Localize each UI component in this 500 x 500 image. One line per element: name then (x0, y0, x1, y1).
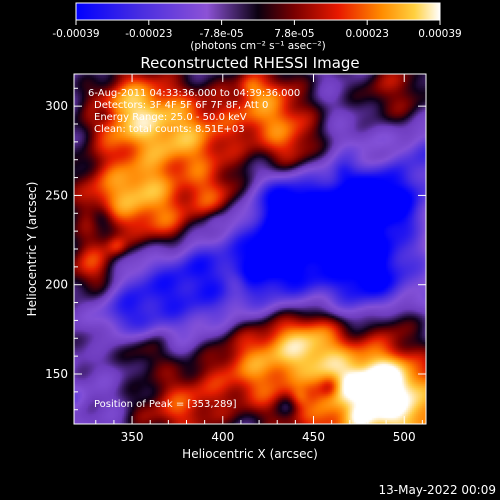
x-tick-label: 500 (393, 430, 416, 444)
x-tick-label: 350 (121, 430, 144, 444)
colorbar-tick-label: -0.00039 (52, 28, 99, 40)
y-tick-label: 250 (45, 188, 68, 202)
annotation-energy: Energy Range: 25.0 - 50.0 keV (94, 112, 247, 123)
peak-position-label: Position of Peak = [353,289] (94, 399, 237, 410)
colorbar-tick-label: 0.00023 (345, 28, 388, 40)
annotation-block: 6-Aug-2011 04:33:36.000 to 04:39:36.000 … (88, 88, 300, 410)
colorbar-tick-label: -7.8e-05 (200, 28, 244, 40)
colorbar-tick-label: 7.8e-05 (274, 28, 314, 40)
y-axis-label: Heliocentric Y (arcsec) (25, 182, 39, 317)
colorbar: -0.00039 -0.00023 -7.8e-05 7.8e-05 0.00023 0.… (52, 2, 462, 52)
x-tick-label: 400 (211, 430, 234, 444)
y-tick-label: 200 (45, 278, 68, 292)
annotation-counts: Clean: total counts: 8.51E+03 (94, 124, 245, 135)
colorbar-unit-label: (photons cm⁻² s⁻¹ asec⁻²) (190, 40, 325, 52)
y-tick-label: 150 (45, 367, 68, 381)
axis-ticks: 350 400 450 500 150 200 250 300 (45, 74, 426, 444)
annotation-detectors: Detectors: 3F 4F 5F 6F 7F 8F, Att 0 (94, 100, 268, 111)
plot-area: 350 400 450 500 150 200 250 300 (45, 73, 427, 444)
colorbar-tick-label: 0.00039 (418, 28, 461, 40)
annotation-time-range: 6-Aug-2011 04:33:36.000 to 04:39:36.000 (88, 88, 300, 99)
footer-date: 13-May-2022 00:09 (379, 483, 496, 497)
colorbar-gradient (75, 2, 441, 21)
x-tick-label: 450 (302, 430, 325, 444)
heatmap-image (74, 74, 426, 424)
colorbar-ticks: -0.00039 -0.00023 -7.8e-05 7.8e-05 0.00023 0.… (52, 20, 462, 40)
y-tick-label: 300 (45, 99, 68, 113)
colorbar-tick-label: -0.00023 (125, 28, 172, 40)
x-axis-label: Heliocentric X (arcsec) (182, 447, 318, 461)
chart-title: Reconstructed RHESSI Image (140, 54, 359, 72)
